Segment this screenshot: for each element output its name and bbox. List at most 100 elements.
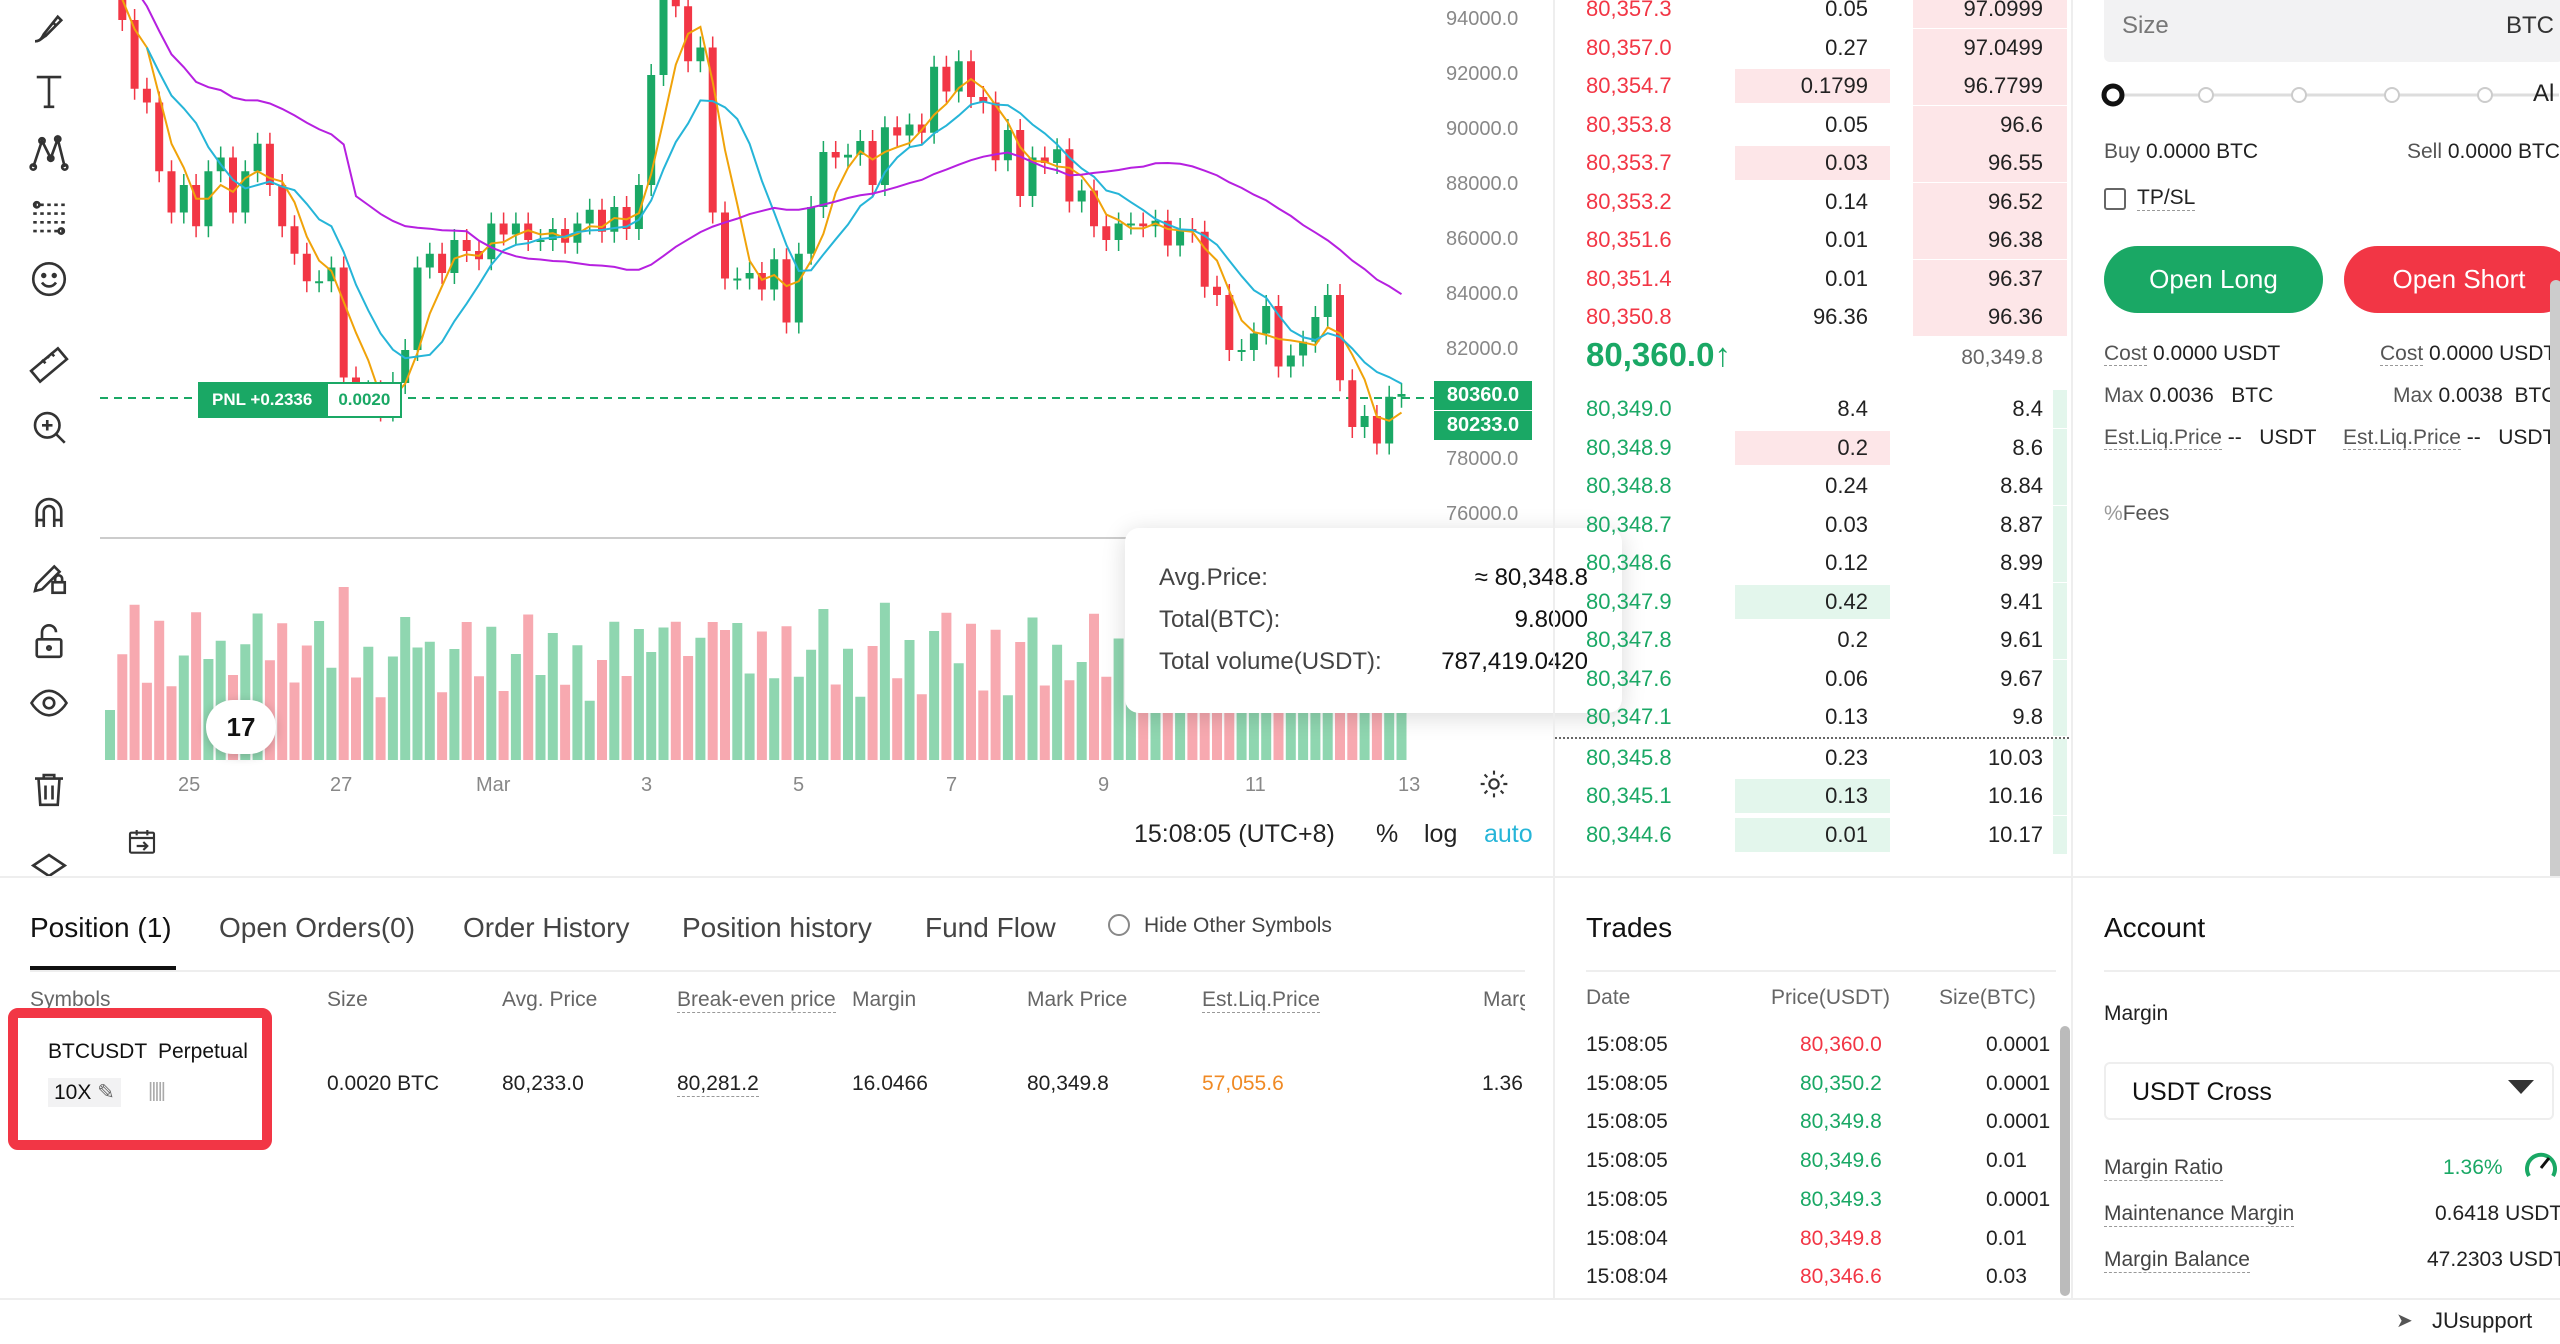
tpsl-label[interactable]: TP/SL [2137,186,2196,211]
bid-row[interactable]: 80,347.9 0.42 9.41 [1555,582,2073,621]
open-long-button[interactable]: Open Long [2104,246,2323,313]
symbol-highlight[interactable]: BTCUSDT Perpetual 10X ✎ ||||| [8,1008,272,1150]
tab-open-orders[interactable]: Open Orders(0) [219,912,416,943]
candle-body [462,240,471,251]
emoji-icon[interactable] [22,252,76,306]
bid-price: 80,349.0 [1586,396,1672,421]
size-unit-select[interactable]: BTC [2506,12,2554,39]
bid-row[interactable]: 80,345.8 0.23 10.03 [1555,738,2073,777]
ask-row[interactable]: 80,353.7 0.03 96.55 [1555,144,2073,182]
tab-position[interactable]: Position (1) [30,912,172,943]
bid-row[interactable]: 80,347.6 0.06 9.67 [1555,659,2073,698]
margin-mode-value: USDT Cross [2132,1078,2272,1106]
bid-row[interactable]: 80,348.9 0.2 8.6 [1555,428,2073,467]
ask-price: 80,357.3 [1586,0,1672,21]
bid-row[interactable]: 80,345.1 0.13 10.16 [1555,777,2073,815]
brush-icon[interactable] [22,2,76,56]
y-tick: 90000.0 [1446,118,1519,140]
bid-size-bar [1735,779,1890,813]
ask-row[interactable]: 80,353.2 0.14 96.52 [1555,182,2073,221]
ask-row[interactable]: 80,351.4 0.01 96.37 [1555,259,2073,298]
bid-total: 10.16 [1987,783,2043,808]
liq-short-value: -- [2466,426,2481,449]
date-range-icon[interactable] [126,826,166,866]
bid-size: 8.4 [1837,396,1868,421]
size-slider[interactable] [2099,78,2560,112]
pattern-tool-icon[interactable] [22,126,76,180]
size-input[interactable]: Size BTC [2104,0,2560,62]
order-panel-scrollbar[interactable] [2550,280,2560,876]
pencil-lock-icon[interactable] [22,550,76,604]
volume-bar [621,676,632,760]
ask-row[interactable]: 80,353.8 0.05 96.6 [1555,105,2073,144]
trades-divider [1586,970,2056,972]
support-link[interactable]: JUsupport [2432,1308,2533,1333]
orderbook-tooltip: Avg.Price: ≈ 80,348.8 Total(BTC): 9.8000 T… [1125,528,1622,713]
volume-bar [154,620,165,760]
candle-body [647,75,656,185]
volume-bar [424,641,435,760]
volume-bar [978,690,989,760]
edit-icon[interactable]: ✎ [97,1081,115,1104]
tpsl-checkbox[interactable] [2104,188,2126,210]
ask-total: 97.0499 [1963,34,2043,60]
bid-row[interactable]: 80,349.0 8.4 8.4 [1555,390,2073,428]
leverage-badge[interactable]: 10X ✎ [48,1078,121,1107]
tab-order-history[interactable]: Order History [463,912,630,943]
percent-icon: % [2104,502,2123,525]
ruler-icon[interactable] [22,338,76,392]
buy-available: Buy 0.0000 BTC [2104,140,2258,164]
fib-tool-icon[interactable] [22,190,76,244]
fees-link[interactable]: %Fees [2104,502,2169,526]
ask-row[interactable]: 80,354.7 0.1799 96.7799 [1555,67,2073,105]
hide-other-label[interactable]: Hide Other Symbols [1144,914,1332,937]
bid-row[interactable]: 80,344.6 0.01 10.17 [1555,815,2073,854]
liq-short-unit: USDT [2498,426,2556,449]
volume-bar [252,613,263,760]
candle-body [1163,220,1172,246]
bid-row[interactable]: 80,347.1 0.13 9.8 [1555,698,2073,736]
log-toggle[interactable]: log [1424,820,1458,848]
bid-row[interactable]: 80,347.8 0.2 9.61 [1555,621,2073,659]
bid-row[interactable]: 80,348.6 0.12 8.99 [1555,544,2073,582]
trash-icon[interactable] [22,762,76,816]
ask-depth-bar [1913,0,2067,28]
trades-scrollbar[interactable] [2060,1026,2070,1296]
percent-toggle[interactable]: % [1376,820,1399,848]
tab-position-history[interactable]: Position history [682,912,872,943]
bid-total: 8.4 [2012,396,2043,421]
bid-row[interactable]: 80,348.7 0.03 8.87 [1555,505,2073,544]
liq-label: Est.Liq.Price [2343,426,2461,450]
ask-row[interactable]: 80,351.6 0.01 96.38 [1555,221,2073,259]
ask-depth-bar [1913,144,2067,182]
margin-mode-select[interactable]: USDT Cross [2104,1062,2554,1120]
hide-other-radio[interactable] [1108,914,1130,936]
bid-size-bar [1735,584,1890,619]
bid-depth-bar [2053,659,2067,698]
unlock-icon[interactable] [22,614,76,668]
bid-row[interactable]: 80,348.8 0.24 8.84 [1555,467,2073,505]
candle-body [868,141,877,185]
ask-row[interactable]: 80,350.8 96.36 96.36 [1555,298,2073,336]
ask-price: 80,353.7 [1586,150,1672,175]
liq-short: Est.Liq.Price -- USDT [2343,426,2555,450]
text-tool-icon[interactable] [22,64,76,118]
eye-icon[interactable] [22,676,76,730]
ask-row[interactable]: 80,357.0 0.27 97.0499 [1555,28,2073,67]
bid-size: 0.42 [1825,588,1868,614]
tradingview-logo[interactable]: 17 [206,700,276,754]
chart-settings-icon[interactable] [1478,768,1518,808]
candle-body [130,20,139,89]
col-margin-ratio: Marg [1483,988,1525,1011]
open-short-button[interactable]: Open Short [2344,246,2560,313]
auto-toggle[interactable]: auto [1484,820,1533,848]
magnet-icon[interactable] [22,486,76,540]
ask-price: 80,351.4 [1586,265,1672,291]
zoom-in-icon[interactable] [22,400,76,454]
tab-fund-flow[interactable]: Fund Flow [925,912,1056,943]
ask-row[interactable]: 80,357.3 0.05 97.0999 [1555,0,2073,28]
tabs-divider [30,970,1525,972]
pnl-label[interactable]: PNL +0.2336 0.0020 [198,382,403,418]
price-chart[interactable]: 94000.0 92000.0 90000.0 88000.0 86000.0 … [98,0,1622,876]
candle-body [548,229,557,240]
